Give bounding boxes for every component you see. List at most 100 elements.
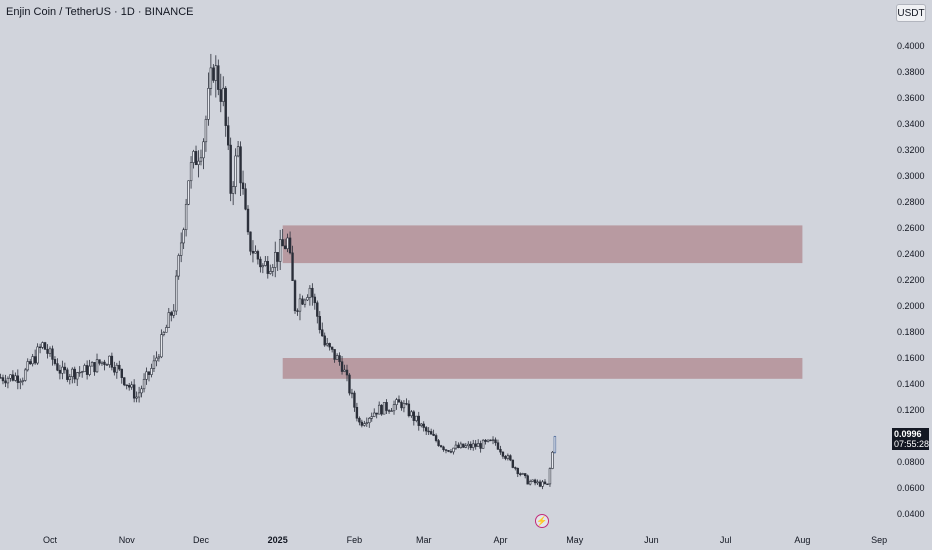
candle [261, 263, 265, 274]
candle [36, 343, 39, 365]
candle [167, 307, 170, 328]
x-tick-label: Aug [794, 535, 810, 545]
candle [244, 183, 247, 211]
candle [217, 59, 220, 96]
candle [429, 428, 433, 435]
candle [484, 438, 487, 445]
candle [390, 407, 393, 412]
candle [514, 466, 517, 471]
candle [48, 346, 52, 357]
candle [41, 341, 44, 350]
y-tick-label: 0.1200 [897, 405, 925, 415]
candle [489, 439, 492, 442]
candle [499, 445, 502, 455]
candle [306, 294, 309, 302]
candle [496, 439, 500, 450]
candle [199, 149, 203, 166]
candle [283, 238, 287, 250]
candle [523, 473, 527, 479]
candle [26, 358, 29, 372]
candles [0, 53, 557, 490]
candle [325, 337, 329, 347]
candle [432, 429, 435, 437]
candle [486, 439, 490, 443]
candle [437, 439, 440, 447]
x-tick-label: Feb [347, 535, 363, 545]
candle [370, 412, 373, 422]
candle [353, 390, 356, 412]
candle [103, 359, 106, 371]
candle [132, 379, 136, 403]
candle [444, 449, 448, 454]
candle [377, 401, 381, 415]
candle [212, 64, 215, 83]
candle [177, 253, 180, 280]
candle [449, 448, 453, 454]
candle [511, 459, 515, 469]
candle [229, 137, 232, 202]
candle [11, 370, 15, 382]
candle [53, 356, 57, 366]
candle [311, 283, 314, 306]
candle [249, 231, 252, 256]
candle [365, 417, 368, 427]
candle [350, 388, 354, 399]
candle [355, 402, 359, 422]
candle [115, 362, 119, 379]
x-tick-label: 2025 [268, 535, 288, 545]
candle [264, 256, 267, 267]
candle [392, 400, 396, 415]
candle [348, 373, 351, 396]
candle [472, 439, 475, 451]
candle [184, 198, 188, 237]
candle [407, 400, 411, 418]
candle [227, 116, 230, 151]
y-tick-label: 0.1400 [897, 379, 925, 389]
candle [241, 170, 245, 195]
x-tick-label: May [566, 535, 584, 545]
candle-countdown: 07:55:28 [894, 439, 930, 449]
current-price-value: 0.0996 [894, 429, 922, 439]
x-tick-label: Apr [493, 535, 507, 545]
candle [179, 232, 183, 263]
candle [541, 480, 544, 490]
y-tick-label: 0.1800 [897, 327, 925, 337]
lightning-icon[interactable]: ⚡ [535, 514, 549, 528]
candle [56, 358, 59, 372]
candle [33, 349, 37, 365]
resistance-zone[interactable] [282, 225, 803, 264]
y-tick-label: 0.2200 [897, 275, 925, 285]
candle [328, 342, 331, 351]
y-tick-label: 0.0400 [897, 509, 925, 519]
x-tick-label: Jun [644, 535, 659, 545]
resistance-zone[interactable] [282, 358, 803, 379]
candle [175, 269, 178, 316]
candle [100, 361, 104, 366]
candle [516, 467, 519, 478]
candle [128, 382, 131, 391]
y-tick-label: 0.2000 [897, 301, 925, 311]
candle [313, 293, 317, 310]
y-tick-label: 0.2800 [897, 197, 925, 207]
candle [202, 138, 205, 170]
candle [519, 472, 522, 477]
currency-unit-button[interactable]: USDT [896, 4, 926, 22]
candle [207, 72, 210, 126]
candle [88, 359, 91, 377]
candle [38, 343, 42, 354]
candle [222, 76, 225, 107]
candle [239, 141, 242, 196]
candle [442, 445, 445, 452]
candle [182, 227, 185, 249]
candle [165, 324, 168, 333]
candle [335, 353, 339, 360]
candle [108, 355, 111, 368]
candle [14, 372, 17, 382]
candle [439, 444, 443, 448]
candle [83, 363, 86, 373]
candle [479, 440, 482, 453]
y-tick-label: 0.0600 [897, 483, 925, 493]
current-price-label: 0.0996 07:55:28 [892, 428, 929, 450]
candle [110, 352, 114, 371]
